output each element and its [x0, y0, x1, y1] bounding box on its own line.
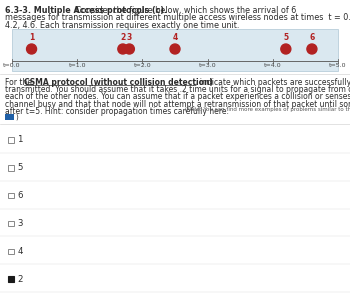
Text: 3: 3 [18, 219, 23, 228]
Text: t=2.0: t=2.0 [134, 63, 151, 68]
Circle shape [124, 44, 134, 54]
Text: 6: 6 [18, 191, 23, 200]
Text: t=5.0: t=5.0 [329, 63, 347, 68]
Text: messages for transmission at different multiple access wireless nodes at times  : messages for transmission at different m… [5, 13, 350, 23]
Circle shape [307, 44, 317, 54]
Text: t=4.0: t=4.0 [264, 63, 282, 68]
Text: 4: 4 [172, 33, 177, 42]
Text: CSMA protocol (without collision detection): CSMA protocol (without collision detecti… [24, 78, 213, 87]
Text: Consider the figure below, which shows the arrival of 6: Consider the figure below, which shows t… [73, 6, 296, 15]
Text: 6.3-3. Multiple Access protocols (c).: 6.3-3. Multiple Access protocols (c). [5, 6, 167, 15]
Text: , indicate which packets are successfully: , indicate which packets are successfull… [195, 78, 350, 87]
Text: 2: 2 [120, 33, 125, 42]
Circle shape [281, 44, 291, 54]
Text: 4.2, 4.6. Each transmission requires exactly one time unit.: 4.2, 4.6. Each transmission requires exa… [5, 21, 239, 30]
Text: ): ) [15, 114, 18, 120]
FancyBboxPatch shape [8, 221, 14, 226]
Text: 6: 6 [309, 33, 315, 42]
Text: 1: 1 [18, 135, 23, 144]
Circle shape [27, 44, 36, 54]
Text: (Note: You can find more examples of problems similar to this here: (Note: You can find more examples of pro… [183, 107, 350, 112]
Text: transmitted. You should assume that it takes .2 time units for a signal to propa: transmitted. You should assume that it t… [5, 85, 350, 94]
FancyBboxPatch shape [12, 29, 338, 71]
FancyBboxPatch shape [8, 137, 14, 143]
FancyBboxPatch shape [8, 276, 14, 282]
Text: t=0.0: t=0.0 [3, 63, 21, 68]
FancyBboxPatch shape [8, 248, 14, 254]
FancyBboxPatch shape [5, 114, 14, 120]
Text: For the: For the [5, 78, 34, 87]
Text: t=3.0: t=3.0 [199, 63, 216, 68]
Text: 4: 4 [18, 247, 23, 256]
Text: 5: 5 [283, 33, 288, 42]
Circle shape [118, 44, 128, 54]
Text: channel busy and that that node will not attempt a retransmission of that packet: channel busy and that that node will not… [5, 100, 350, 109]
Text: 2: 2 [18, 275, 23, 284]
FancyBboxPatch shape [8, 193, 14, 198]
Text: t=1.0: t=1.0 [69, 63, 86, 68]
Circle shape [170, 44, 180, 54]
Text: after t=5. Hint: consider propagation times carefully here.: after t=5. Hint: consider propagation ti… [5, 107, 229, 116]
Text: each of the other nodes. You can assume that if a packet experiences a collision: each of the other nodes. You can assume … [5, 92, 350, 101]
Text: 5: 5 [18, 163, 23, 172]
Text: 1: 1 [29, 33, 34, 42]
Text: 3: 3 [127, 33, 132, 42]
FancyBboxPatch shape [8, 165, 14, 171]
